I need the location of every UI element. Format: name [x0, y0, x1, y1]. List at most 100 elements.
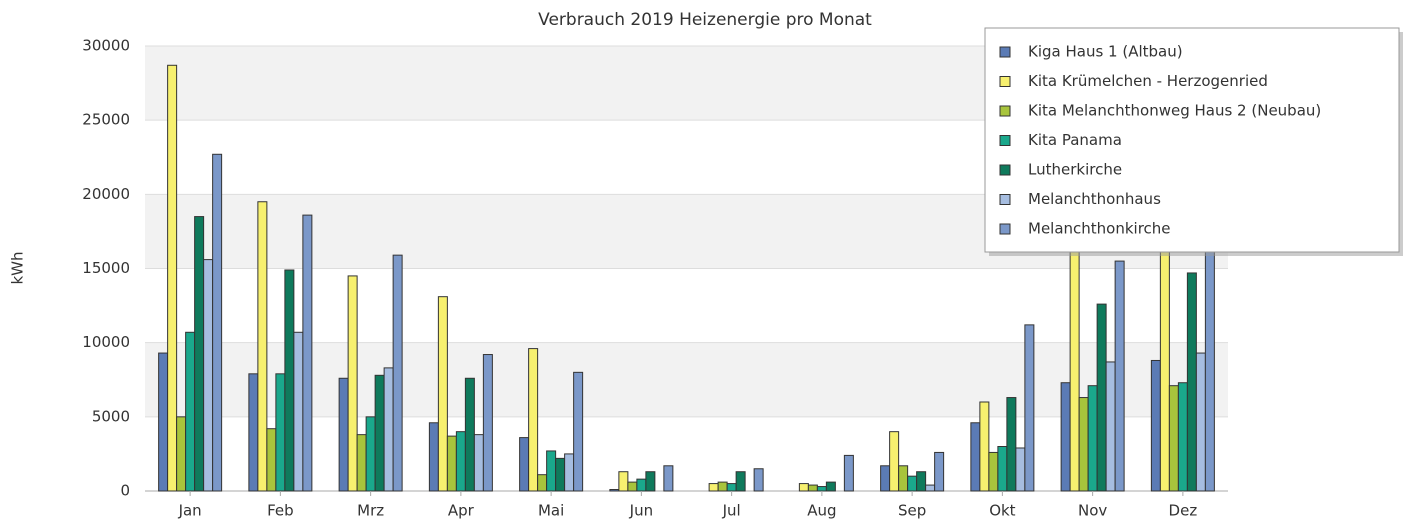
bar [203, 259, 214, 492]
y-tick-label: 10000 [82, 333, 130, 351]
x-tick-label: Okt [989, 502, 1015, 520]
bar [816, 486, 827, 492]
bar [528, 348, 539, 492]
x-tick-label: Jun [629, 502, 653, 520]
bar [708, 483, 719, 492]
legend-marker [999, 76, 1011, 87]
legend-label: Kita Melanchthonweg Haus 2 (Neubau) [1028, 102, 1321, 120]
bar [663, 465, 674, 492]
bar [302, 214, 313, 492]
x-tick-label: Dez [1169, 502, 1198, 520]
bar [564, 453, 575, 492]
x-tick-label: Jul [722, 502, 741, 520]
bar [636, 478, 647, 492]
bar [212, 153, 223, 492]
grid-band [145, 342, 1228, 417]
y-tick-label: 0 [120, 482, 130, 500]
bar [735, 471, 746, 492]
x-tick-label: Aug [807, 502, 836, 520]
legend-label: Lutherkirche [1028, 161, 1122, 179]
bar [1114, 260, 1125, 492]
legend-marker [999, 223, 1011, 235]
legend-label: Melanchthonhaus [1028, 190, 1161, 208]
bar [266, 428, 277, 492]
bar [753, 468, 764, 492]
bar [464, 377, 475, 492]
legend-label: Kiga Haus 1 (Altbau) [1028, 43, 1183, 61]
x-tick-label: Jan [178, 502, 202, 520]
bar [537, 474, 548, 492]
bar [555, 457, 566, 492]
bar [627, 481, 638, 492]
bar [843, 454, 854, 492]
legend-box [984, 27, 1400, 253]
bar [383, 367, 394, 492]
y-tick-label: 20000 [82, 185, 130, 203]
bar [1186, 272, 1197, 492]
bar [293, 331, 304, 492]
bar [925, 484, 936, 492]
y-tick-label: 15000 [82, 259, 130, 277]
x-tick-label: Mai [538, 502, 564, 520]
bar [916, 471, 927, 492]
bar [880, 465, 891, 492]
bar [1078, 397, 1089, 492]
legend-label: Kita Panama [1028, 131, 1122, 149]
bar [176, 416, 187, 492]
legend-marker [999, 135, 1011, 146]
legend-marker [999, 194, 1011, 205]
bar [284, 269, 295, 492]
x-tick-label: Apr [448, 502, 475, 520]
bar [997, 446, 1008, 492]
bar [1015, 447, 1026, 492]
bar [1150, 359, 1161, 492]
bar [194, 216, 205, 492]
bar [1105, 361, 1116, 492]
x-tick-label: Feb [267, 502, 294, 520]
bar [1087, 385, 1098, 492]
bar [482, 354, 493, 492]
bar [158, 352, 169, 492]
y-tick-label: 25000 [82, 111, 130, 129]
bar [1195, 352, 1206, 492]
bar [275, 373, 286, 492]
bar [1069, 238, 1080, 492]
bar [338, 377, 349, 492]
bar [825, 481, 836, 492]
x-tick-label: Mrz [357, 502, 384, 520]
bar [979, 401, 990, 492]
bar [428, 422, 439, 492]
legend-marker [999, 46, 1011, 58]
bar [347, 275, 358, 492]
bar [618, 471, 629, 492]
bar [1159, 230, 1170, 492]
bar [374, 374, 385, 492]
legend-marker [999, 105, 1011, 117]
y-tick-label: 5000 [92, 407, 130, 425]
bar [446, 435, 457, 492]
bar [356, 434, 367, 492]
bars [158, 64, 1215, 492]
bar [609, 489, 620, 492]
legend: Kiga Haus 1 (Altbau) Kita Krümelchen - He… [984, 27, 1403, 256]
y-axis-label: kWh [9, 251, 27, 284]
bar [1168, 385, 1179, 492]
legend-label: Kita Krümelchen - Herzogenried [1028, 72, 1268, 90]
bar [798, 483, 809, 492]
bar [807, 484, 818, 492]
bar [1024, 324, 1035, 492]
bar [392, 254, 403, 492]
bar [988, 451, 999, 492]
bar [519, 437, 530, 492]
bar [717, 481, 728, 492]
legend-label: Melanchthonkirche [1028, 220, 1171, 238]
bar [970, 422, 981, 492]
bar [437, 296, 448, 492]
bar [185, 331, 196, 492]
bar [898, 465, 909, 492]
bar [1096, 303, 1107, 492]
bar [455, 431, 466, 492]
x-tick-label: Sep [898, 502, 926, 520]
chart-title: Verbrauch 2019 Heizenergie pro Monat [538, 10, 872, 30]
